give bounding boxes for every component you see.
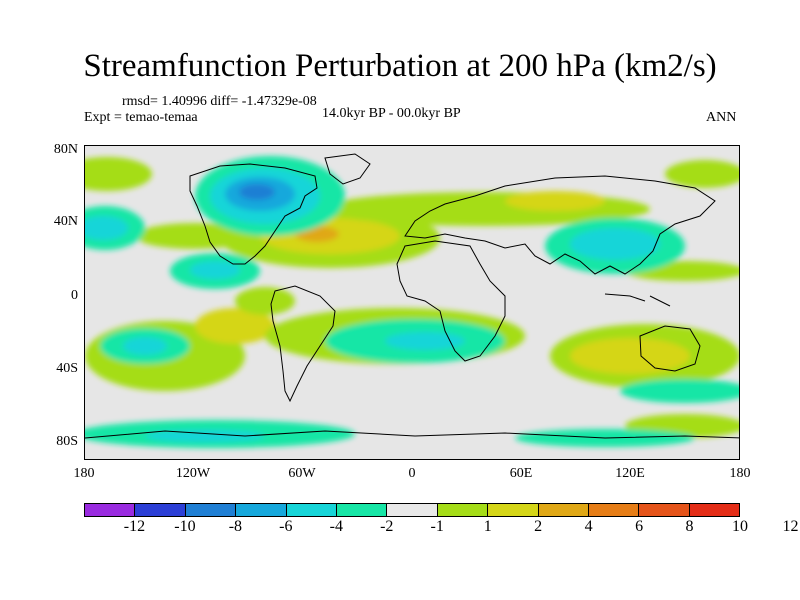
lat-tick: 40N [53,214,78,229]
map-graphic [85,153,739,448]
negative-field-south-africa-core [385,332,465,350]
positive-field-npacific-east [665,160,739,188]
colorbar-swatch [286,504,337,516]
positive-field-eq-pacific [235,287,295,315]
negative-field-antarctic-core [145,430,265,442]
lat-tick: 40S [56,361,78,376]
colorbar-label: -10 [174,518,196,535]
colorbar-label: 2 [534,518,543,535]
lon-tick: 180 [73,466,95,481]
colorbar-swatch [185,504,237,516]
coast-indonesia [604,293,671,307]
coast-south-america [270,285,336,403]
coast-eurasia [404,175,716,275]
coast-australia [639,325,701,372]
colorbar-swatch [135,504,186,516]
colorbar-swatch [488,504,539,516]
colorbar-label: -8 [228,518,243,535]
negative-field-epacific-core [190,261,240,279]
colorbar-label: -1 [430,518,444,535]
positive-field-npacific-west [85,157,152,191]
colorbar-swatch [639,504,690,516]
colorbar-label: 6 [635,518,644,535]
positive-field-spacific-core [195,308,275,344]
coast-antarctica [85,430,739,439]
negative-field-npacific-core [85,216,128,240]
colorbar-label: -4 [329,518,343,535]
coast-greenland [324,153,371,185]
negative-field-east-asia-core [570,228,660,260]
coastlines [85,153,739,439]
colorbar-swatch [85,504,136,516]
negative-field-spacific-core [123,337,167,355]
map-title: Streamfunction Perturbation at 200 hPa (… [83,48,717,84]
lon-tick: 60W [288,466,316,481]
anomaly-fields [85,156,739,448]
coast-north-america [189,163,318,265]
experiment-label: Expt = temao-temaa [84,110,198,125]
colorbar-label: -6 [279,518,293,535]
colorbar-swatch [538,504,589,516]
positive-field-asia-core [505,191,605,211]
lon-tick: 120E [615,466,645,481]
positive-field-australia [570,338,690,374]
colorbar-label: 12 [782,518,799,535]
coast-africa [396,240,506,362]
period-label: 14.0kyr BP - 00.0kyr BP [322,106,461,121]
colorbar-label: 10 [732,518,748,535]
colorbar-swatch [588,504,640,516]
season-label: ANN [706,110,737,125]
colorbar-swatch [387,504,438,516]
colorbar-swatch [689,504,740,516]
colorbar-label: 1 [483,518,492,535]
lon-tick: 120W [175,466,211,481]
lon-tick: 0 [408,466,416,481]
colorbar-label: -2 [380,518,394,535]
colorbar [84,503,740,517]
negative-field-southern-ocean [620,379,739,403]
colorbar-swatch [437,504,489,516]
negative-field-namerica-peak [239,184,275,200]
lon-tick: 180 [729,466,751,481]
colorbar-swatch [236,504,287,516]
colorbar-swatch [336,504,388,516]
lon-tick: 60E [509,466,533,481]
streamfunction-map [84,145,740,460]
lat-tick: 0 [71,288,78,303]
stats-line: rmsd= 1.40996 diff= -1.47329e-08 [122,94,317,109]
colorbar-label: -12 [123,518,146,535]
lat-tick: 80N [53,142,78,157]
colorbar-label: 4 [584,518,593,535]
lat-tick: 80S [56,434,78,449]
colorbar-label: 8 [685,518,694,535]
